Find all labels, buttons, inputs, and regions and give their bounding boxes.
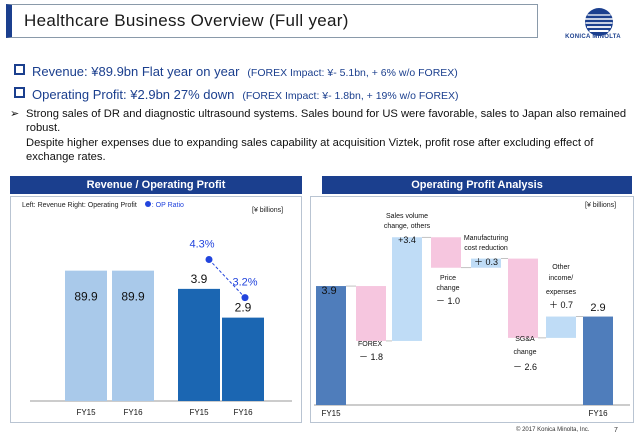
op-ratio-marker-icon <box>144 201 151 207</box>
revenue-bar-label: 89.9 <box>121 290 145 304</box>
description: ➢ Strong sales of DR and diagnostic ultr… <box>8 107 633 165</box>
legend-ratio: : OP Ratio <box>151 202 184 209</box>
x-tick-label: FY16 <box>588 409 608 418</box>
square-bullet-icon <box>14 64 25 75</box>
right-panel <box>310 196 634 423</box>
revenue-main: Revenue: ¥89.9bn Flat year on year <box>32 64 240 79</box>
waterfall-bar <box>316 286 346 405</box>
legend-text: Left: Revenue Right: Operating Profit <box>22 202 137 209</box>
waterfall-value-label: 2.9 <box>590 302 605 314</box>
waterfall-value-label: 3.9 <box>321 285 336 297</box>
op-analysis-chart: 3.9 FY15 2.9 FY16 FOREX － 1.8 Sales volume chan… <box>314 213 630 418</box>
op-bar-label: 3.9 <box>191 272 208 286</box>
square-bullet-icon <box>14 87 25 98</box>
description-line-2: Despite higher expenses due to expanding… <box>26 136 594 164</box>
waterfall-category-label: change, others <box>384 223 431 230</box>
page-title: Healthcare Business Overview (Full year) <box>24 11 349 30</box>
waterfall-value-label: +3.4 <box>398 235 416 245</box>
waterfall-bar <box>431 237 461 268</box>
left-unit: [¥ billions] <box>252 207 284 214</box>
waterfall-value-label: － 1.0 <box>436 296 460 306</box>
right-panel-heading: Operating Profit Analysis <box>322 176 632 194</box>
waterfall-category-label: expenses <box>546 289 576 296</box>
waterfall-category-label: Price <box>440 275 456 282</box>
waterfall-category-label: Other <box>552 264 570 271</box>
revenue-bar-label: 89.9 <box>74 290 98 304</box>
left-legend: Left: Revenue Right: Operating Profit : … <box>22 201 184 209</box>
op-bar-label: 2.9 <box>235 301 252 315</box>
op-ratio-line <box>208 259 246 298</box>
left-panel-heading: Revenue / Operating Profit <box>10 176 302 194</box>
waterfall-value-label: － 1.8 <box>359 352 383 362</box>
page-number: 7 <box>614 427 618 434</box>
x-tick-label: FY15 <box>189 408 209 417</box>
waterfall-value-label: ＋ 0.3 <box>474 257 498 267</box>
op-bar <box>222 317 264 401</box>
revenue-bar <box>65 270 107 401</box>
op-bar <box>178 288 220 401</box>
waterfall-category-label: FOREX <box>358 341 382 348</box>
waterfall-bar <box>392 237 422 341</box>
waterfall-category-label: change <box>514 349 537 356</box>
x-tick-label: FY16 <box>123 408 143 417</box>
waterfall-category-label: income/ <box>549 275 574 282</box>
revenue-sub: (FOREX Impact: ¥- 5.1bn, + 6% w/o FOREX) <box>247 67 458 79</box>
konica-minolta-logo-icon <box>585 8 613 36</box>
description-line-1: Strong sales of DR and diagnostic ultras… <box>26 108 627 135</box>
waterfall-bar <box>546 316 576 338</box>
op-main: Operating Profit: ¥2.9bn 27% down <box>32 87 235 102</box>
op-summary: Operating Profit: ¥2.9bn 27% down (FOREX … <box>14 87 459 102</box>
waterfall-bar <box>471 258 501 268</box>
waterfall-category-label: change <box>437 285 460 292</box>
revenue-bar <box>112 270 154 401</box>
op-ratio-label: 3.2% <box>232 277 257 289</box>
waterfall-bar <box>583 316 613 405</box>
waterfall-category-label: Sales volume <box>386 213 428 220</box>
waterfall-value-label: ＋ 0.7 <box>549 300 573 310</box>
title-bar: Healthcare Business Overview (Full year) <box>6 4 538 38</box>
waterfall-bar <box>356 286 386 341</box>
op-sub: (FOREX Impact: ¥- 1.8bn, + 19% w/o FOREX… <box>242 90 459 102</box>
right-unit: [¥ billions] <box>585 202 617 209</box>
x-tick-label: FY15 <box>76 408 96 417</box>
copyright: © 2017 Konica Minolta, Inc. <box>516 427 590 433</box>
waterfall-category-label: SG&A <box>515 336 535 343</box>
x-tick-label: FY16 <box>233 408 253 417</box>
revenue-op-chart: 89.9 FY15 89.9 FY16 3.9 FY15 2.9 FY16 4.3% 3.2% <box>30 239 292 417</box>
left-panel <box>10 196 302 423</box>
op-ratio-point <box>205 256 213 264</box>
waterfall-category-label: Manufacturing <box>464 235 508 242</box>
x-tick-label: FY15 <box>321 409 341 418</box>
logo-wordmark: KONICA MINOLTA <box>565 34 621 40</box>
waterfall-value-label: － 2.6 <box>513 362 537 372</box>
waterfall-category-label: cost reduction <box>464 245 508 252</box>
waterfall-bar <box>508 258 538 338</box>
revenue-summary: Revenue: ¥89.9bn Flat year on year (FOREX… <box>14 64 458 79</box>
op-ratio-label: 4.3% <box>189 239 214 251</box>
arrow-bullet-icon: ➢ <box>10 108 20 120</box>
op-ratio-point <box>241 294 249 302</box>
